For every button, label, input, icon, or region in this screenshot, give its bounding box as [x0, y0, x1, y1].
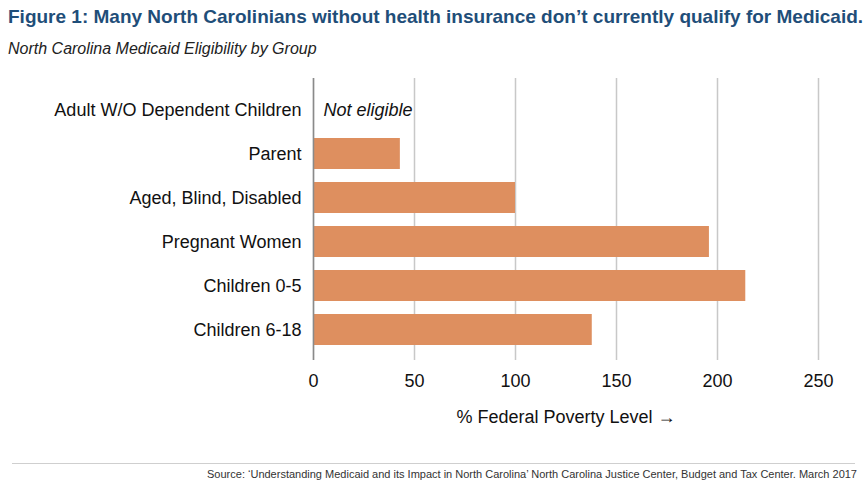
svg-text:50: 50: [404, 371, 424, 391]
html-text:Figure 1: Many North Carolinia: Figure 1: Many North Carolinians without…: [8, 6, 864, 27]
svg-text:100: 100: [500, 371, 530, 391]
html-text:North Carolina Medicaid Eligib: North Carolina Medicaid Eligibility by G…: [8, 40, 317, 57]
svg-text:Children 6-18: Children 6-18: [193, 320, 301, 340]
svg-text:Children 0-5: Children 0-5: [203, 276, 301, 296]
svg-text:250: 250: [803, 371, 833, 391]
svg-text:Parent: Parent: [248, 144, 301, 164]
svg-text:Adult W/O Dependent Children: Adult W/O Dependent Children: [54, 100, 301, 120]
svg-text:0: 0: [308, 371, 318, 391]
svg-text:150: 150: [601, 371, 631, 391]
svg-text:% Federal Poverty Level →: % Federal Poverty Level →: [456, 407, 675, 427]
svg-text:200: 200: [702, 371, 732, 391]
svg-text:Pregnant Women: Pregnant Women: [162, 232, 302, 252]
svg-text:Aged, Blind, Disabled: Aged, Blind, Disabled: [129, 188, 301, 208]
svg-text:Not eligible: Not eligible: [324, 100, 413, 120]
html-text:Source: ‘Understanding Medicai: Source: ‘Understanding Medicaid and its …: [207, 468, 857, 480]
